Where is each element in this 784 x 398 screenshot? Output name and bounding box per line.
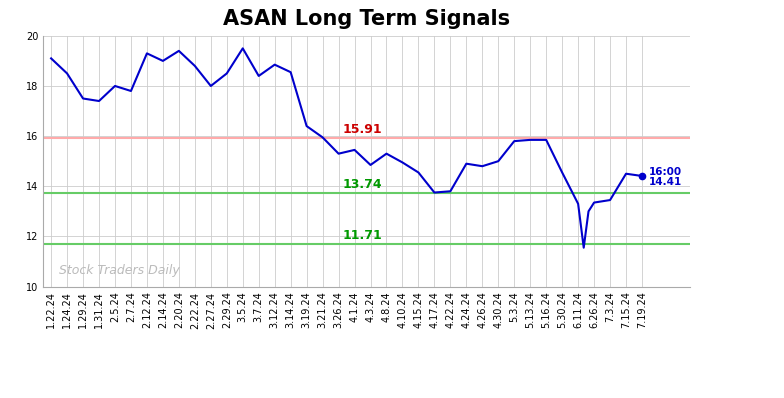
Text: 16:00: 16:00 xyxy=(648,167,681,177)
Text: 11.71: 11.71 xyxy=(343,229,382,242)
Text: 14.41: 14.41 xyxy=(648,177,681,187)
Text: 15.91: 15.91 xyxy=(343,123,382,137)
Text: Stock Traders Daily: Stock Traders Daily xyxy=(59,263,180,277)
Title: ASAN Long Term Signals: ASAN Long Term Signals xyxy=(223,9,510,29)
Text: 13.74: 13.74 xyxy=(343,178,382,191)
